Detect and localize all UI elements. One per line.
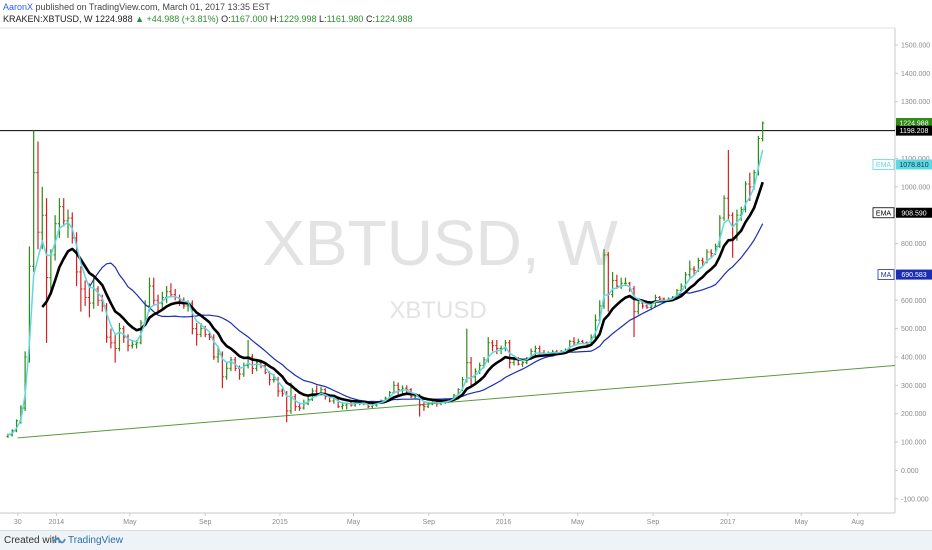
price-change: ▲ +44.988 (+3.81%) bbox=[135, 14, 219, 24]
price-tag-value: 1224.988 bbox=[899, 121, 928, 128]
ohlc-info: KRAKEN:XBTUSD, W 1224.988 ▲ +44.988 (+3.… bbox=[3, 14, 413, 24]
price-tag-label-box bbox=[872, 159, 895, 170]
open-label: O: bbox=[221, 14, 231, 24]
high-value: 1229.998 bbox=[278, 14, 317, 24]
price-tag-label: EMA bbox=[876, 162, 892, 169]
open-value: 1167.000 bbox=[230, 14, 268, 24]
price-tag-box bbox=[896, 118, 932, 129]
y-tick-label: 1100.000 bbox=[901, 156, 930, 163]
close-value: 1224.988 bbox=[374, 14, 413, 24]
y-tick-label: -100.000 bbox=[901, 496, 929, 503]
x-tick-label: May bbox=[795, 519, 809, 526]
low-value: 1161.980 bbox=[326, 14, 364, 24]
y-tick-label: 400.000 bbox=[901, 355, 926, 362]
x-tick-label: 30 bbox=[14, 519, 22, 526]
x-tick-label: 2017 bbox=[720, 519, 736, 526]
symbol-watermark: XBTUSD, W bbox=[262, 207, 618, 279]
price-tag-value: 1078.810 bbox=[899, 162, 928, 169]
tradingview-logo-icon bbox=[52, 538, 66, 544]
price-tag-box bbox=[896, 159, 932, 170]
x-tick-label: 2016 bbox=[496, 519, 512, 526]
y-tick-label: 1000.000 bbox=[901, 184, 930, 191]
trendline-layer bbox=[0, 130, 896, 439]
price-tag-label: EMA bbox=[876, 210, 892, 217]
ema-fast-line bbox=[7, 149, 764, 436]
price-tag-label-box bbox=[877, 269, 895, 280]
publish-info: AaronX published on TradingView.com, Mar… bbox=[3, 2, 270, 12]
price-tag-box bbox=[896, 125, 932, 136]
x-tick-label: May bbox=[123, 519, 137, 526]
ema-slow-line bbox=[41, 181, 764, 405]
symbol-watermark-sub: XBTUSD bbox=[389, 297, 486, 324]
author-link[interactable]: AaronX bbox=[3, 2, 34, 12]
last-price: 1224.988 bbox=[95, 14, 133, 24]
price-chart[interactable]: XBTUSD, W XBTUSD -100.000 0.000 100.000 200… bbox=[0, 0, 932, 530]
price-tag-value: 1198.208 bbox=[900, 128, 929, 135]
price-tag-box bbox=[896, 207, 932, 218]
y-tick-label: 800.000 bbox=[901, 241, 926, 248]
created-with-text: Created with bbox=[4, 535, 61, 546]
x-axis[interactable]: 30 2014 May Sep 2015 May Sep 2016 May Sep 2017 May A… bbox=[14, 513, 864, 526]
low-label: L: bbox=[319, 14, 327, 24]
support-trendline bbox=[17, 365, 896, 439]
y-tick-label: 200.000 bbox=[901, 411, 926, 418]
close-label: C: bbox=[365, 14, 375, 24]
x-tick-label: May bbox=[347, 519, 361, 526]
y-tick-label: 1500.000 bbox=[901, 43, 930, 50]
y-tick-label: 1300.000 bbox=[901, 99, 930, 106]
symbol-label: KRAKEN:XBTUSD, W bbox=[3, 14, 93, 24]
price-tag-label: MA bbox=[881, 272, 892, 279]
price-tag-value: 908.590 bbox=[901, 210, 926, 217]
published-text: published on TradingView.com, March 01, … bbox=[35, 2, 271, 12]
y-tick-label: 500.000 bbox=[901, 326, 926, 333]
chart-header: AaronX published on TradingView.com, Mar… bbox=[0, 0, 932, 26]
y-tick-label: 600.000 bbox=[901, 298, 926, 305]
x-tick-label: Sep bbox=[647, 519, 660, 526]
y-tick-label: 0.000 bbox=[901, 468, 919, 475]
price-tag-label-box bbox=[872, 207, 895, 219]
y-tick-label: 100.000 bbox=[901, 440, 926, 447]
tradingview-brand-link[interactable]: TradingView bbox=[68, 535, 124, 546]
x-tick-label: 2014 bbox=[49, 519, 65, 526]
footer-bar: Created with TradingView bbox=[0, 530, 932, 550]
x-tick-label: Sep bbox=[423, 519, 436, 526]
plot-frame bbox=[0, 27, 896, 514]
x-tick-label: 2015 bbox=[272, 519, 288, 526]
x-tick-label: Sep bbox=[199, 519, 212, 526]
y-tick-label: 300.000 bbox=[901, 383, 926, 390]
indicator-layer bbox=[7, 149, 764, 436]
x-tick-label: Aug bbox=[851, 519, 864, 526]
price-tag-value: 690.583 bbox=[901, 272, 926, 279]
price-tag-box bbox=[896, 269, 932, 280]
x-tick-label: May bbox=[571, 519, 585, 526]
y-tick-label: 1400.000 bbox=[901, 71, 930, 78]
chart-background bbox=[0, 28, 932, 530]
high-label: H: bbox=[269, 14, 279, 24]
